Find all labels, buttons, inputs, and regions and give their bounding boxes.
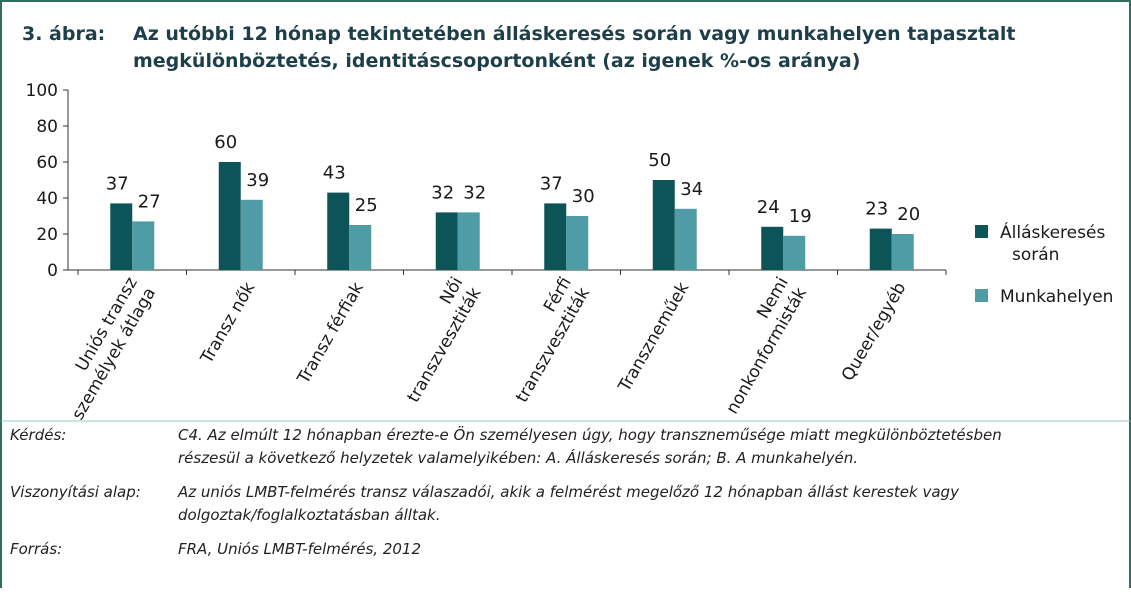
x-tick-label: Nőitranszvesztiták	[385, 274, 485, 407]
x-tick-label: Transz nők	[196, 279, 259, 368]
bar	[327, 192, 350, 270]
x-tick-label-line: Queer/egyéb	[838, 279, 911, 385]
data-label: 37	[106, 173, 129, 194]
data-label: 24	[757, 197, 780, 218]
data-label: 25	[355, 195, 378, 216]
x-tick-label: Uniós transzszemélyek átlaga	[50, 274, 160, 424]
note-label: Kérdés:	[10, 426, 66, 444]
data-label: 20	[897, 204, 920, 225]
data-label: 32	[463, 182, 486, 203]
bar	[891, 234, 914, 270]
bar	[869, 228, 892, 270]
y-tick-label: 60	[36, 153, 58, 173]
data-label: 30	[572, 186, 595, 207]
note-label: Forrás:	[10, 540, 62, 558]
figure-label: 3. ábra:	[22, 23, 105, 45]
x-tick-label: Transz férfiak	[293, 279, 368, 388]
y-tick-label: 20	[36, 225, 58, 245]
x-tick-label-line: Transzneműek	[614, 279, 693, 396]
data-label: 19	[789, 206, 812, 227]
legend-swatch	[975, 289, 988, 302]
data-label: 27	[138, 191, 161, 212]
x-tick-label-line: Transz nők	[196, 279, 259, 368]
chart-title: Az utóbbi 12 hónap tekintetében állásker…	[133, 23, 1015, 45]
note-text: FRA, Uniós LMBT-felmérés, 2012	[178, 540, 421, 558]
x-tick-label: Queer/egyéb	[838, 279, 911, 385]
bar	[110, 203, 133, 270]
bar	[240, 199, 263, 270]
note-text: részesül a következő helyzetek valamelyi…	[178, 448, 858, 467]
bar	[132, 221, 155, 270]
data-label: 50	[648, 150, 671, 171]
note-label: Viszonyítási alap:	[10, 483, 141, 501]
x-tick-label: Neminonkonformisták	[704, 274, 811, 418]
y-tick-label: 80	[36, 117, 58, 137]
legend-label: Munkahelyen	[1000, 287, 1113, 307]
chart-title: megkülönböztetés, identitáscsoportonként…	[133, 50, 860, 72]
data-label: 34	[680, 179, 703, 200]
y-tick-label: 0	[47, 261, 58, 281]
note-text: dolgoztak/foglalkoztatásban álltak.	[178, 506, 441, 524]
legend-label: Álláskeresés során	[1000, 221, 1105, 265]
x-tick-label: Férfitranszvesztiták	[494, 274, 594, 407]
bar	[457, 212, 480, 270]
note-text: C4. Az elmúlt 12 hónapban érezte-e Ön sz…	[178, 425, 1002, 444]
legend-swatch	[975, 225, 988, 238]
bar	[218, 162, 241, 270]
y-tick-label: 40	[36, 189, 58, 209]
x-tick-label-line: Transz férfiak	[293, 279, 368, 388]
bar	[544, 203, 567, 270]
data-label: 37	[540, 173, 563, 194]
x-tick-label: Transzneműek	[614, 279, 693, 396]
note-text: Az uniós LMBT-felmérés transz válaszadói…	[177, 483, 960, 501]
bar	[349, 225, 372, 270]
data-label: 32	[431, 182, 454, 203]
bar	[566, 216, 589, 270]
y-tick-label: 100	[26, 81, 58, 101]
data-label: 43	[323, 163, 346, 184]
data-label: 23	[865, 199, 888, 220]
bar	[783, 235, 806, 270]
data-label: 60	[214, 132, 237, 153]
bar	[674, 208, 697, 270]
bar	[761, 226, 784, 270]
data-label: 39	[246, 170, 269, 191]
bar	[652, 180, 675, 270]
bar	[435, 212, 458, 270]
